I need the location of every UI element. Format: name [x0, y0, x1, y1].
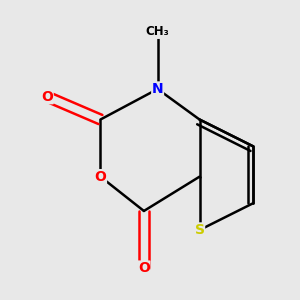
- Text: CH₃: CH₃: [146, 26, 169, 38]
- Text: O: O: [138, 261, 150, 275]
- Text: S: S: [194, 223, 205, 237]
- Text: N: N: [152, 82, 164, 96]
- Text: O: O: [94, 170, 106, 184]
- Text: O: O: [41, 90, 53, 104]
